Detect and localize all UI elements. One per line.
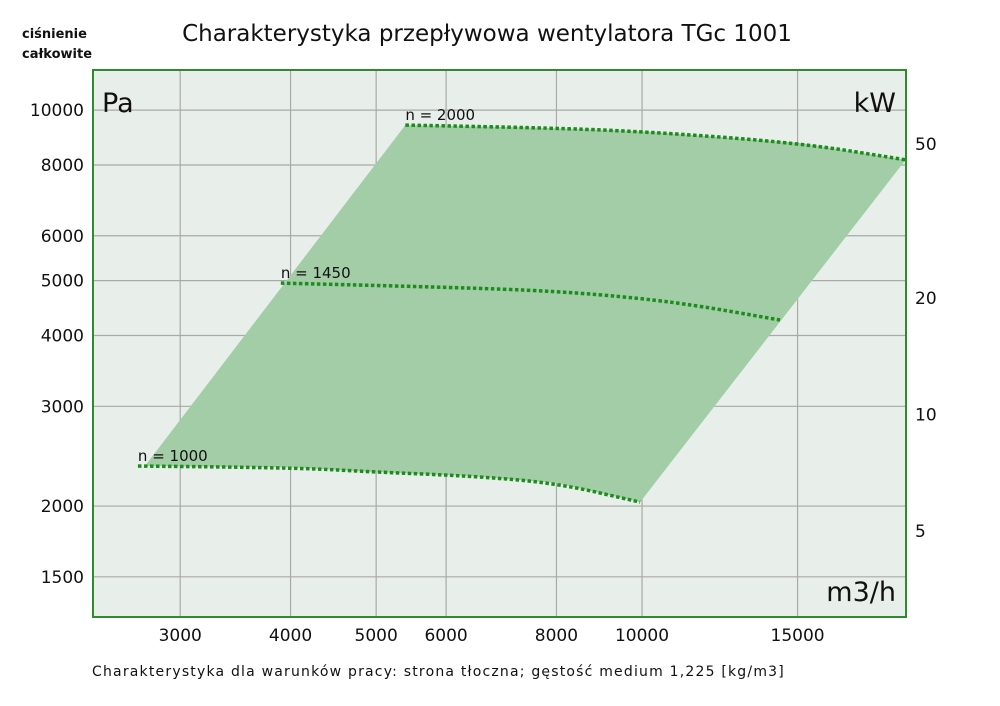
- y-tick-label: 2000: [41, 497, 84, 517]
- x-tick-label: 8000: [535, 626, 578, 646]
- y-right-tick-label: 20: [915, 289, 937, 309]
- speed-curve-label: n = 2000: [405, 106, 475, 124]
- plot-border: [92, 69, 907, 618]
- x-tick-label: 15000: [771, 626, 825, 646]
- speed-curve: [405, 123, 906, 162]
- y-tick-label: 1500: [41, 568, 84, 588]
- speed-curve-label: n = 1450: [281, 264, 351, 282]
- x-tick-label: 3000: [159, 626, 202, 646]
- y-right-tick-label: 50: [915, 135, 937, 155]
- footnote: Charakterystyka dla warunków pracy: stro…: [92, 664, 785, 680]
- y-tick-label: 4000: [41, 327, 84, 347]
- y-axis-title-line1: ciśnienie: [22, 27, 87, 42]
- y-axis-title-line2: całkowite: [22, 47, 92, 62]
- x-tick-label: 5000: [355, 626, 398, 646]
- unit-kw: kW: [854, 88, 896, 119]
- x-tick-label: 4000: [269, 626, 312, 646]
- speed-curve-label: n = 1000: [138, 447, 208, 465]
- speed-curve: [280, 281, 781, 322]
- chart-title: Charakterystyka przepływowa wentylatora …: [182, 21, 792, 47]
- y-tick-label: 3000: [41, 397, 84, 417]
- tick-labels: 3000 4000 5000 6000 8000 10000 15000 1500 2000 30…: [30, 101, 937, 646]
- unit-m3h: m3/h: [826, 577, 896, 608]
- speed-curves: n = 2000 n = 1450 n = 1000: [137, 106, 906, 504]
- y-tick-label: 8000: [41, 156, 84, 176]
- x-tick-label: 6000: [424, 626, 467, 646]
- y-right-tick-label: 5: [915, 522, 926, 542]
- speed-curve: [137, 464, 641, 504]
- y-tick-label: 5000: [41, 272, 84, 292]
- y-tick-label: 10000: [30, 101, 84, 121]
- unit-pa: Pa: [102, 88, 134, 119]
- x-tick-label: 10000: [615, 626, 669, 646]
- y-tick-label: 6000: [41, 227, 84, 247]
- operating-area: [144, 125, 906, 503]
- y-right-tick-label: 10: [915, 406, 937, 426]
